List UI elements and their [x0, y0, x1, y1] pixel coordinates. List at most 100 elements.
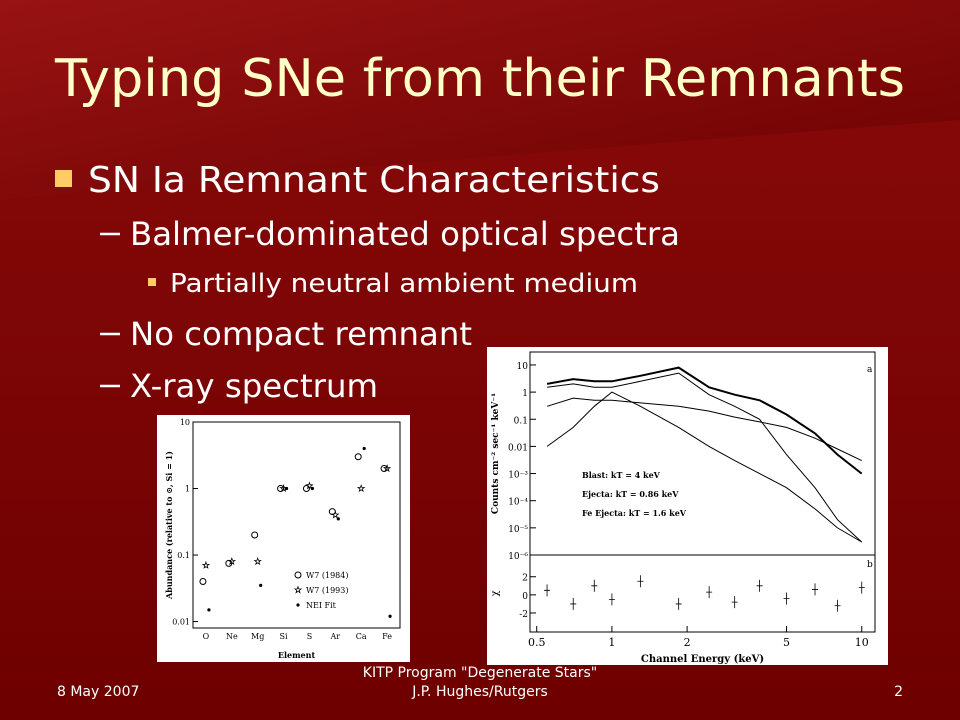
data-point — [388, 614, 392, 618]
data-point — [296, 603, 300, 607]
residual-point — [834, 599, 841, 612]
residual-point — [608, 593, 615, 606]
y-axis-label: χ — [490, 590, 501, 596]
legend-label: W7 (1984) — [306, 571, 348, 580]
page-number: 2 — [894, 684, 903, 700]
residual-point — [675, 597, 682, 610]
data-point — [336, 517, 340, 521]
model-label: Blast: kT = 4 keV — [582, 470, 661, 480]
background-band — [0, 0, 960, 200]
y-tick-label: 1 — [522, 389, 528, 399]
residual-point — [812, 583, 819, 596]
data-point — [356, 484, 366, 493]
bullet-square — [55, 170, 72, 187]
residual-point — [756, 579, 763, 592]
data-point — [277, 485, 285, 493]
data-point — [354, 453, 362, 461]
residual-point — [731, 596, 738, 609]
x-tick-label: Mg — [251, 632, 264, 641]
y-tick-label: 2 — [522, 574, 528, 584]
y-tick-label: 0.1 — [514, 416, 528, 426]
model-line — [546, 397, 862, 462]
panel-label: b — [867, 560, 873, 570]
x-tick-label: 0.5 — [528, 636, 546, 649]
residual-point — [706, 586, 713, 599]
y-tick-label: 0 — [522, 592, 528, 602]
model-line — [547, 372, 863, 543]
x-tick-label: O — [203, 632, 210, 641]
x-tick-label: 2 — [684, 636, 691, 649]
data-point — [305, 481, 314, 490]
residual-point — [783, 592, 790, 605]
footer-center: KITP Program "Degenerate Stars" — [363, 665, 597, 681]
figure-background — [157, 415, 410, 662]
y-tick-label: 0.01 — [508, 443, 528, 453]
y-axis-label: Abundance (relative to ⊙, Si = 1) — [164, 451, 174, 600]
footer-date: 8 May 2007 — [57, 684, 139, 700]
panel-label: a — [867, 365, 873, 375]
data-point — [380, 464, 388, 472]
y-tick-label: 10⁻⁶ — [508, 552, 528, 562]
legend-label: W7 (1993) — [306, 586, 348, 595]
data-point — [294, 571, 302, 579]
x-axis-label: Channel Energy (keV) — [641, 654, 764, 665]
slide-title: Typing SNe from their Remnants — [54, 49, 905, 109]
x-tick-label: Fe — [382, 632, 392, 641]
x-tick-label: Ca — [356, 632, 367, 641]
y-tick-label: 0.01 — [172, 618, 190, 627]
abundance-figure: 10 1 0.1 0.01 O Ne Mg Si S Ar Ca Fe Element Abundance… — [157, 415, 410, 662]
data-point — [293, 585, 303, 594]
x-tick-label: 10 — [855, 636, 869, 649]
bullet-text: SN Ia Remnant Characteristics — [88, 160, 660, 201]
y-tick-label: 10⁻³ — [508, 471, 528, 481]
figure-background — [487, 347, 888, 665]
model-line — [546, 391, 862, 543]
data-point — [253, 557, 262, 566]
x-tick-label: Ar — [330, 632, 341, 641]
y-tick-label: 1 — [185, 485, 190, 494]
plot-frame — [529, 351, 876, 633]
y-tick-label: -2 — [519, 610, 528, 620]
data-point — [284, 486, 289, 491]
data-point — [382, 464, 392, 473]
data-point — [207, 608, 211, 612]
bullet-square — [148, 278, 156, 286]
x-tick-label: 5 — [783, 636, 790, 649]
x-axis-label: Element — [278, 650, 316, 660]
data-point — [251, 531, 259, 539]
model-label: Ejecta: kT = 0.86 keV — [582, 489, 679, 499]
data-point — [199, 578, 207, 586]
footer-center: J.P. Hughes/Rutgers — [411, 684, 548, 700]
data-point — [259, 583, 263, 587]
y-tick-label: 10 — [517, 362, 529, 372]
x-tick-label: Si — [280, 632, 288, 641]
x-tick-label: Ne — [226, 632, 238, 641]
y-tick-label: 10⁻⁵ — [508, 525, 528, 535]
plot-frame — [192, 421, 401, 629]
bullet-text: X-ray spectrum — [130, 367, 378, 405]
model-label: Fe Ejecta: kT = 1.6 keV — [582, 508, 687, 518]
bullet-text: No compact remnant — [130, 315, 472, 353]
spectrum-figure: 0.5 1 2 5 10 10 1 0.1 0.01 10⁻³ 10⁻⁴ 10⁻⁵ 10⁻⁶ Channe… — [487, 347, 888, 665]
bullet-text: Partially neutral ambient medium — [170, 269, 638, 299]
legend-label: NEI Fit — [306, 601, 337, 610]
residual-point — [570, 597, 577, 610]
data-point — [302, 485, 310, 493]
data-point — [362, 446, 366, 451]
data-point — [201, 560, 211, 569]
x-tick-label: 1 — [608, 636, 615, 649]
y-tick-label: 0.1 — [177, 551, 190, 560]
data-point — [310, 486, 315, 491]
data-point — [227, 557, 237, 566]
y-tick-label: 10⁻⁴ — [508, 498, 528, 508]
bullet-text: Balmer-dominated optical spectra — [130, 215, 680, 253]
y-axis-label: Counts cm⁻² sec⁻¹ keV⁻¹ — [491, 393, 501, 514]
residual-point — [858, 581, 865, 594]
data-point — [331, 510, 340, 519]
residual-point — [544, 584, 551, 597]
residual-point — [591, 579, 598, 592]
y-tick-label: 10 — [180, 418, 190, 427]
data-line — [546, 366, 863, 475]
residual-point — [637, 575, 644, 588]
